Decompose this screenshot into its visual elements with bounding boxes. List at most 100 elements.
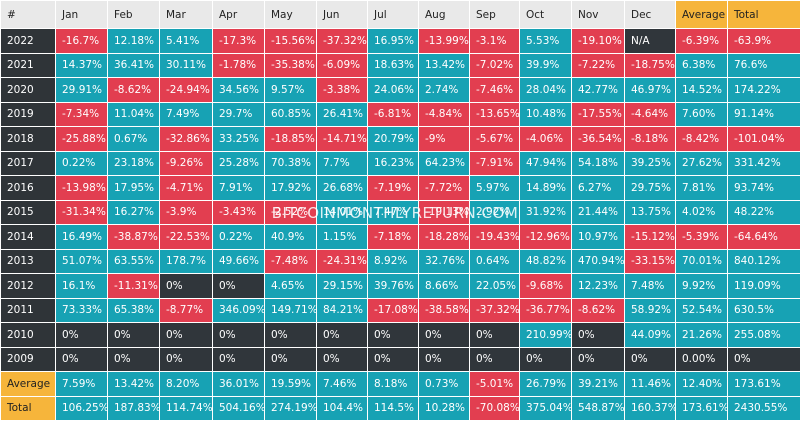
return-cell: -9.68% [520,274,572,299]
return-cell: 16.1% [56,274,108,299]
return-cell: -32.86% [160,127,213,152]
return-cell: 0% [470,323,520,348]
return-cell: 29.75% [625,176,676,201]
return-cell: -37.32% [470,298,520,323]
row-label: Total [1,396,56,421]
return-cell: -8.62% [572,298,625,323]
return-cell: 5.97% [470,176,520,201]
return-cell: N/A [625,29,676,54]
return-cell: 12.18% [108,29,160,54]
return-cell: -101.04% [728,127,800,152]
return-cell: 11.46% [625,372,676,397]
return-cell: 0% [368,347,419,372]
return-cell: -35.38% [265,53,317,78]
return-cell: 174.22% [728,78,800,103]
return-cell: 23.18% [108,151,160,176]
return-cell: -4.71% [160,176,213,201]
return-cell: 39.25% [625,151,676,176]
return-cell: 2.74% [419,78,470,103]
return-cell: -7.19% [368,176,419,201]
return-cell: 106.25% [56,396,108,421]
return-cell: -7.02% [470,53,520,78]
return-cell: 33.25% [213,127,265,152]
return-cell: -3.9% [160,200,213,225]
return-cell: 60.85% [265,102,317,127]
return-cell: 0.64% [470,249,520,274]
return-cell: -17.55% [572,102,625,127]
return-cell: 274.19% [265,396,317,421]
return-cell: 9.92% [676,274,728,299]
return-cell: 70.38% [265,151,317,176]
return-cell: 26.68% [317,176,368,201]
return-cell: -4.06% [520,127,572,152]
return-cell: 26.79% [520,372,572,397]
return-cell: 10.48% [520,102,572,127]
return-cell: 54.18% [572,151,625,176]
return-cell: 19.59% [265,372,317,397]
row-label: 2016 [1,176,56,201]
column-header: # [1,1,56,29]
row-label: 2015 [1,200,56,225]
return-cell: -4.84% [419,102,470,127]
return-cell: 8.66% [419,274,470,299]
return-cell: 29.7% [213,102,265,127]
table-row: 2016-13.98%17.95%-4.71%7.91%17.92%26.68%… [1,176,800,201]
return-cell: 0% [213,274,265,299]
return-cell: -18.75% [625,53,676,78]
return-cell: 0% [265,347,317,372]
return-cell: 470.94% [572,249,625,274]
return-cell: 10.28% [419,396,470,421]
return-cell: 31.92% [520,200,572,225]
return-cell: -3.43% [213,200,265,225]
return-cell: 4.65% [265,274,317,299]
return-cell: 7.47% [368,200,419,225]
return-cell: -16.7% [56,29,108,54]
return-cell: -70.08% [470,396,520,421]
return-cell: 0% [56,347,108,372]
return-cell: 0% [213,347,265,372]
return-cell: 29.15% [317,274,368,299]
return-cell: 18.63% [368,53,419,78]
column-header: Jun [317,1,368,29]
return-cell: 65.38% [108,298,160,323]
return-cell: 9.57% [265,78,317,103]
return-cell: -6.39% [676,29,728,54]
return-cell: -7.18% [368,225,419,250]
return-cell: 13.75% [625,200,676,225]
return-cell: 0% [160,347,213,372]
return-cell: 5.53% [520,29,572,54]
return-cell: 0% [470,347,520,372]
return-cell: 51.07% [56,249,108,274]
return-cell: 346.09% [213,298,265,323]
return-cell: 0% [108,347,160,372]
return-cell: 2430.55% [728,396,800,421]
return-cell: 0% [419,347,470,372]
return-cell: 64.23% [419,151,470,176]
return-cell: 104.4% [317,396,368,421]
return-cell: -13.98% [56,176,108,201]
return-cell: 548.87% [572,396,625,421]
return-cell: 119.09% [728,274,800,299]
return-cell: 16.23% [368,151,419,176]
return-cell: 7.49% [160,102,213,127]
return-cell: 6.27% [572,176,625,201]
return-cell: -25.88% [56,127,108,152]
return-cell: -12.96% [520,225,572,250]
return-cell: 840.12% [728,249,800,274]
return-cell: 14.37% [56,53,108,78]
return-cell: -4.64% [625,102,676,127]
return-cell: 17.95% [108,176,160,201]
return-cell: -19.13% [419,200,470,225]
return-cell: 39.76% [368,274,419,299]
return-cell: 30.11% [160,53,213,78]
return-cell: 52.54% [676,298,728,323]
return-cell: 504.16% [213,396,265,421]
return-cell: -7.22% [572,53,625,78]
return-cell: 0.22% [56,151,108,176]
